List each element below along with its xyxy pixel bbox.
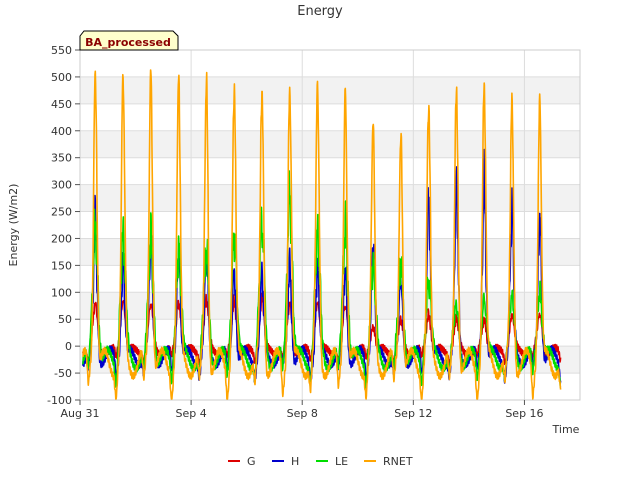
y-tick-label: 0 <box>65 340 72 353</box>
y-tick-label: 200 <box>51 232 72 245</box>
legend-label-le: LE <box>335 455 348 468</box>
y-tick-label: 350 <box>51 152 72 165</box>
chart-title: Energy <box>297 4 343 19</box>
x-tick-label: Sep 4 <box>175 407 206 420</box>
x-tick-label: Sep 16 <box>505 407 543 420</box>
background-band <box>80 130 580 158</box>
y-tick-label: 500 <box>51 71 72 84</box>
x-tick-label: Sep 12 <box>394 407 432 420</box>
series-lines <box>82 69 562 400</box>
legend-label-h: H <box>291 455 299 468</box>
x-axis-ticks: Aug 31 Sep 4 Sep 8 Sep 12 Sep 16 <box>61 400 544 420</box>
processed-badge: BA_processed <box>79 30 179 51</box>
legend-label-g: G <box>247 455 256 468</box>
plot-background-bands <box>80 76 580 374</box>
series-line-rnet <box>82 69 562 400</box>
y-tick-label: -100 <box>47 394 72 407</box>
y-tick-label: 550 <box>51 44 72 57</box>
y-tick-label: 250 <box>51 206 72 219</box>
badge-text: BA_processed <box>85 36 171 49</box>
y-tick-label: 400 <box>51 125 72 138</box>
y-tick-label: 300 <box>51 179 72 192</box>
y-tick-label: 150 <box>51 259 72 272</box>
background-band <box>80 292 580 320</box>
plot-frame <box>79 49 581 401</box>
y-axis-label: Energy (W/m2) <box>7 184 20 267</box>
badge-box <box>79 30 179 51</box>
background-band <box>80 76 580 104</box>
x-tick-label: Aug 31 <box>61 407 100 420</box>
background-band <box>80 184 580 212</box>
legend: G H LE RNET <box>228 455 413 468</box>
background-band <box>80 238 580 266</box>
x-tick-label: Sep 8 <box>287 407 318 420</box>
y-tick-label: -50 <box>54 367 72 380</box>
y-tick-label: 450 <box>51 98 72 111</box>
y-tick-label: 100 <box>51 286 72 299</box>
x-axis-label: Time <box>552 423 580 436</box>
y-tick-label: 50 <box>58 313 72 326</box>
legend-label-rnet: RNET <box>383 455 413 468</box>
y-axis-ticks: -100 -50 0 50 100 150 200 250 300 350 400 450 500 550 <box>47 44 80 407</box>
